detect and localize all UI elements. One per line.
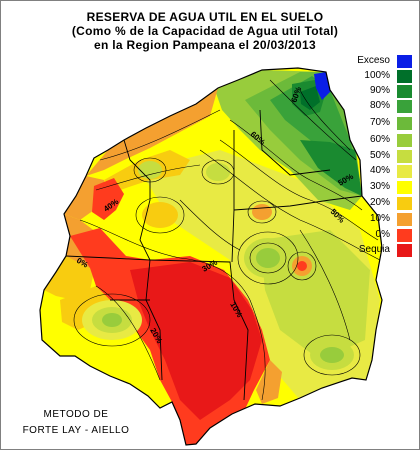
map-subtitle: (Como % de la Capacidad de Agua util Tot… (71, 24, 339, 38)
legend-swatch (397, 117, 412, 130)
legend-item-exceso: Exceso (340, 54, 420, 68)
legend-label: 100% (364, 70, 390, 81)
legend-swatch (397, 150, 412, 163)
legend-item-20: 20% (340, 196, 420, 210)
legend-label: 80% (369, 100, 390, 111)
legend-item-30: 30% (340, 180, 420, 194)
legend-swatch (397, 85, 412, 98)
legend-label: Sequia (358, 244, 390, 255)
contour-lines (73, 79, 381, 401)
legend-item-100: 100% (340, 69, 420, 83)
legend-swatch (397, 55, 412, 68)
legend-item-70: 70% (340, 116, 420, 130)
legend-item-10: 10% (340, 212, 420, 226)
legend-label: 10% (369, 213, 390, 224)
legend-label: 30% (369, 181, 390, 192)
moisture-fill-layer (40, 68, 382, 445)
legend-item-80: 80% (340, 99, 420, 113)
method-credit-line2: FORTE LAY - AIELLO (22, 425, 130, 436)
legend-item-60: 60% (340, 133, 420, 147)
legend-swatch (397, 165, 412, 178)
legend-swatch (397, 197, 412, 210)
method-credit-line1: METODO DE (43, 409, 109, 420)
legend-item-40: 40% (340, 164, 420, 178)
legend-swatch (397, 213, 412, 226)
legend-label: 70% (369, 117, 390, 128)
legend-swatch (397, 229, 412, 242)
legend-label: 0% (375, 229, 390, 240)
province-borders (65, 109, 363, 401)
legend-label: 60% (369, 134, 390, 145)
legend-label: Exceso (357, 55, 390, 66)
legend-item-50: 50% (340, 149, 420, 163)
legend-item-sequia: Sequia (340, 243, 420, 257)
legend-label: 40% (369, 165, 390, 176)
legend-swatch (397, 134, 412, 147)
legend-swatch (397, 181, 412, 194)
legend-swatch (397, 70, 412, 83)
region-outline (39, 67, 383, 446)
legend-item-90: 90% (340, 84, 420, 98)
legend-label: 50% (369, 150, 390, 161)
map-date: en la Region Pampeana el 20/03/2013 (94, 38, 316, 52)
legend-swatch (397, 100, 412, 113)
legend-item-0: 0% (340, 228, 420, 242)
legend-label: 20% (369, 197, 390, 208)
map-title: RESERVA DE AGUA UTIL EN EL SUELO (86, 10, 324, 24)
legend-swatch (397, 244, 412, 257)
legend-label: 90% (369, 85, 390, 96)
